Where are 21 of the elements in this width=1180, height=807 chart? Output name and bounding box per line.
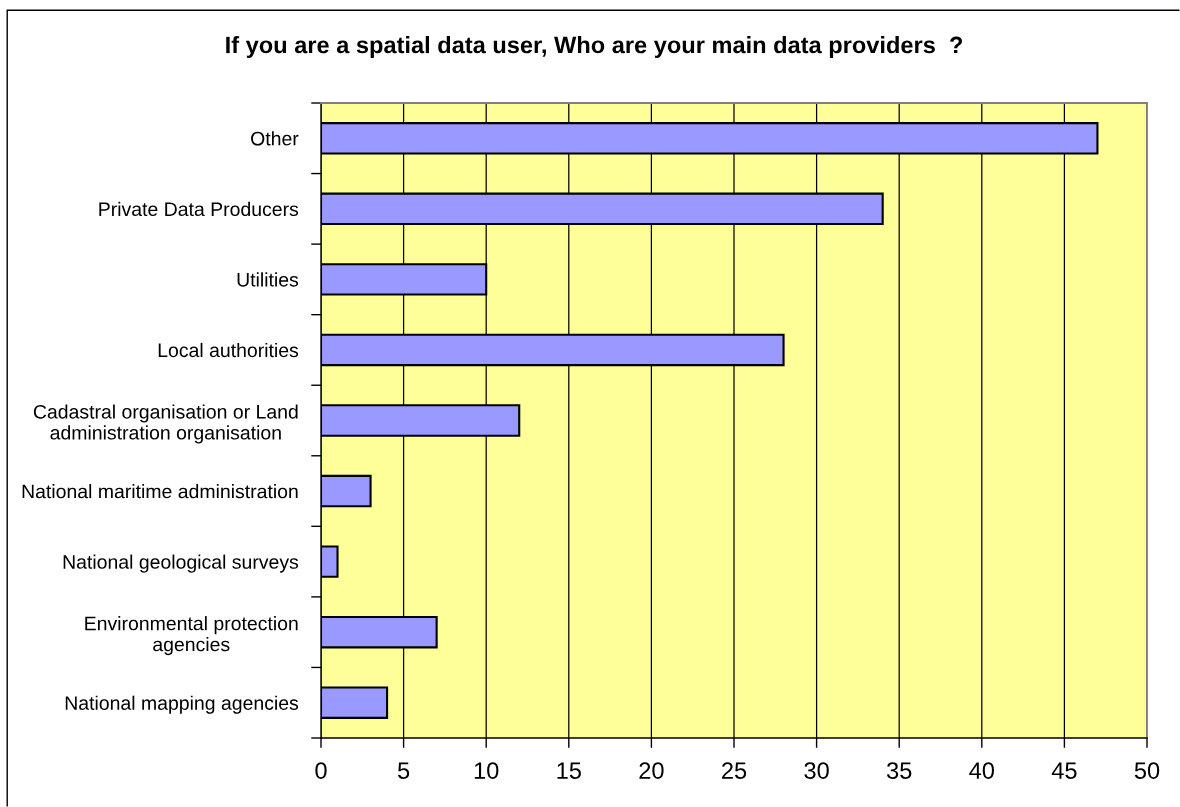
x-tick-label: 15 bbox=[557, 762, 581, 779]
x-tick-label: 10 bbox=[474, 762, 499, 779]
chart-title: If you are a spatial data user, Who are your main data providers ? bbox=[226, 36, 963, 59]
y-tick-label: National maritime administration bbox=[22, 484, 298, 499]
y-tick-label: National mapping agencies bbox=[65, 695, 299, 714]
x-tick-label: 5 bbox=[397, 762, 410, 779]
x-tick-label: 30 bbox=[804, 762, 829, 779]
x-tick-label: 50 bbox=[1134, 762, 1160, 779]
x-tick-label: 35 bbox=[886, 762, 912, 779]
x-tick-label: 45 bbox=[1051, 762, 1077, 779]
y-tick-label: Environmental protection agencies bbox=[85, 616, 298, 656]
y-tick-label: Cadastral organisation or Land administration organisation bbox=[33, 404, 298, 444]
y-tick-label: Other bbox=[251, 131, 299, 146]
y-tick-label: Private Data Producers bbox=[99, 201, 299, 217]
y-tick-label: Utilities bbox=[237, 272, 299, 287]
x-tick-label: 20 bbox=[639, 762, 664, 779]
y-tick-label: Local authorities bbox=[158, 342, 299, 358]
y-tick-label: National geological surveys bbox=[63, 554, 299, 573]
x-tick-label: 0 bbox=[315, 762, 327, 779]
x-tick-label: 40 bbox=[969, 762, 995, 779]
x-tick-label: 25 bbox=[722, 762, 747, 779]
